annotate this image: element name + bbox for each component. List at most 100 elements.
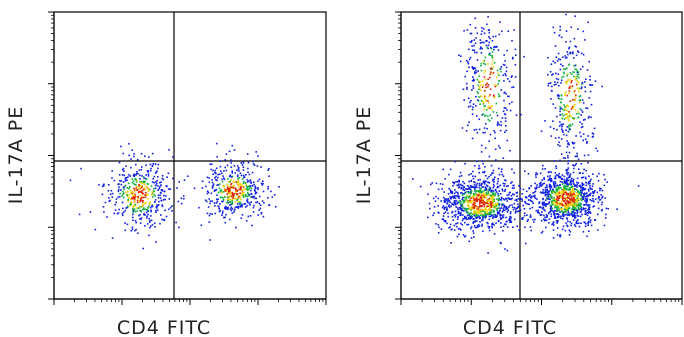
event-point — [501, 30, 503, 33]
event-point — [126, 223, 129, 226]
event-point — [576, 71, 579, 73]
event-point — [522, 188, 525, 191]
event-point — [151, 152, 154, 155]
event-point — [580, 191, 583, 194]
event-point — [146, 215, 148, 218]
event-point — [446, 209, 448, 212]
event-point — [157, 196, 160, 199]
event-point — [505, 129, 508, 132]
event-point — [248, 202, 251, 204]
event-point — [585, 203, 587, 206]
event-point — [231, 186, 233, 188]
event-point — [217, 173, 219, 176]
event-point — [205, 200, 208, 203]
event-point — [467, 200, 469, 202]
event-point — [562, 123, 564, 125]
event-point — [139, 174, 141, 177]
event-point — [503, 54, 505, 56]
event-point — [246, 153, 249, 155]
event-point — [473, 236, 475, 238]
event-point — [485, 109, 488, 111]
event-point — [557, 220, 559, 222]
event-point — [496, 202, 499, 205]
event-point — [456, 225, 458, 228]
event-point — [229, 191, 232, 193]
event-point — [577, 28, 579, 30]
event-point — [498, 74, 500, 77]
event-point — [460, 209, 463, 212]
event-point — [539, 183, 542, 185]
event-point — [488, 194, 491, 196]
event-point — [116, 212, 119, 215]
event-point — [588, 180, 591, 183]
event-point — [217, 191, 220, 194]
event-point — [564, 187, 566, 190]
event-point — [224, 166, 226, 169]
event-point — [476, 78, 478, 81]
event-point — [479, 221, 481, 223]
event-point — [580, 206, 582, 208]
event-point — [471, 137, 474, 140]
event-point — [524, 170, 526, 172]
event-point — [540, 185, 543, 187]
event-point — [503, 185, 505, 187]
event-point — [470, 196, 473, 198]
event-point — [549, 175, 551, 177]
event-point — [239, 201, 242, 204]
event-point — [132, 196, 135, 198]
event-point — [483, 76, 486, 78]
event-point — [587, 204, 589, 206]
event-point — [584, 210, 587, 212]
event-point — [223, 216, 225, 219]
event-point — [587, 117, 590, 119]
event-point — [564, 201, 567, 204]
event-point — [470, 200, 472, 202]
event-point — [255, 197, 257, 200]
event-point — [462, 88, 465, 91]
event-point — [451, 211, 453, 214]
event-point — [506, 139, 509, 142]
event-point — [557, 94, 559, 96]
event-point — [506, 109, 508, 111]
event-point — [483, 114, 486, 117]
event-point — [240, 174, 243, 177]
event-point — [223, 187, 226, 190]
event-point — [231, 201, 234, 203]
event-point — [157, 204, 160, 206]
event-point — [491, 117, 493, 119]
event-point — [449, 191, 452, 194]
event-point — [268, 167, 270, 170]
event-point — [570, 179, 572, 181]
event-point — [211, 200, 214, 202]
event-point — [208, 214, 211, 217]
event-point — [577, 50, 579, 52]
event-point — [487, 44, 490, 47]
event-point — [231, 212, 234, 214]
event-point — [442, 215, 445, 217]
event-point — [559, 145, 561, 147]
event-point — [456, 235, 459, 238]
event-point — [242, 161, 244, 164]
event-point — [119, 180, 121, 182]
event-point — [146, 223, 149, 225]
event-point — [103, 185, 105, 187]
event-point — [568, 113, 571, 116]
event-point — [480, 196, 482, 198]
event-point — [530, 185, 532, 187]
event-point — [226, 196, 229, 199]
event-point — [566, 67, 568, 69]
event-point — [499, 184, 502, 187]
event-point — [591, 132, 594, 134]
event-point — [585, 184, 587, 187]
event-point — [571, 186, 573, 188]
event-point — [147, 183, 149, 185]
event-point — [574, 78, 577, 81]
event-point — [230, 203, 232, 206]
event-point — [564, 189, 566, 192]
event-point — [452, 197, 455, 199]
event-point — [231, 192, 234, 195]
event-point — [492, 169, 495, 172]
event-point — [219, 173, 221, 175]
event-point — [564, 108, 566, 111]
event-point — [468, 174, 470, 176]
